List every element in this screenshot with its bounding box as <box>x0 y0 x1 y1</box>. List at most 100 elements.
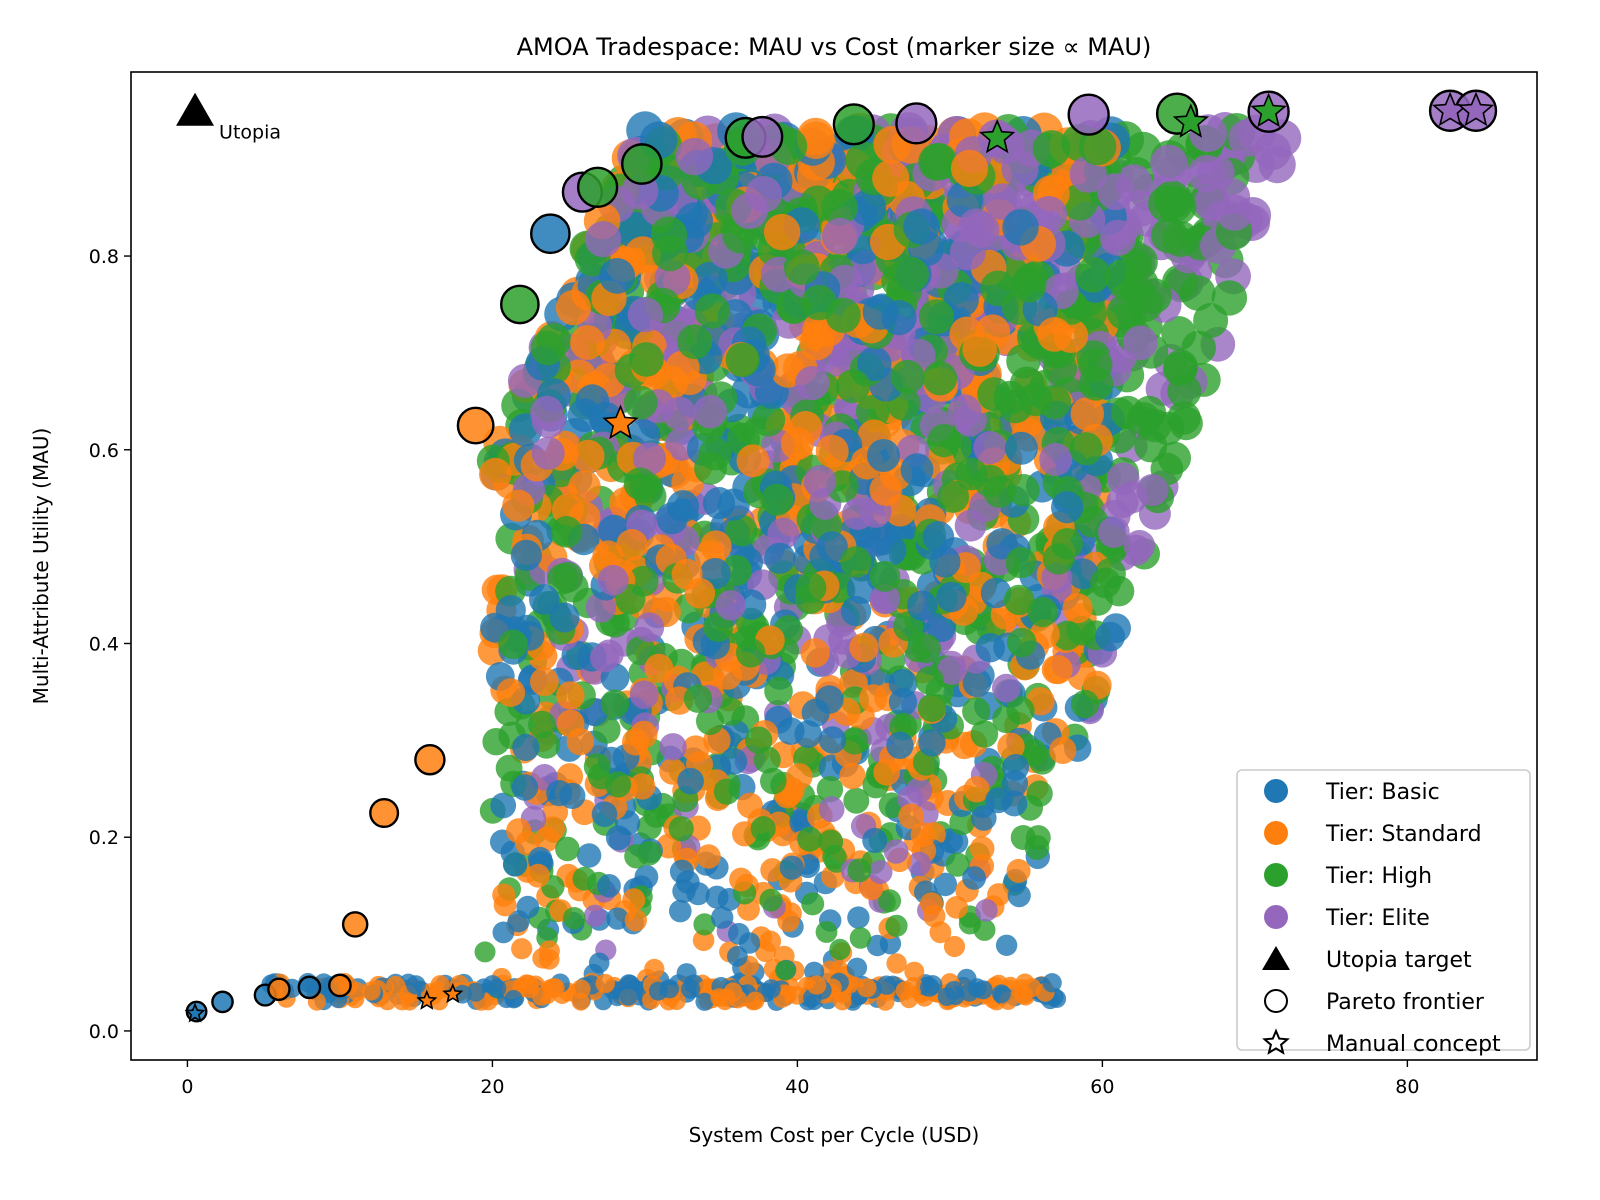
tradespace-point-elite <box>662 396 697 431</box>
tradespace-point-elite <box>1099 219 1137 256</box>
tradespace-point-high <box>1078 366 1114 401</box>
manual-concept-star <box>416 989 438 1010</box>
tradespace-point-basic <box>727 945 748 967</box>
tradespace-point-high <box>1169 406 1203 441</box>
tradespace-point-high <box>847 858 872 883</box>
tradespace-point-high <box>555 836 580 862</box>
tradespace-point-basic <box>975 633 1005 663</box>
tradespace-point-basic <box>482 975 503 995</box>
tradespace-point-high <box>840 727 869 755</box>
tradespace-point-standard <box>910 822 936 848</box>
tradespace-point-standard <box>963 776 990 803</box>
tradespace-point-elite <box>583 904 607 927</box>
pareto-point <box>297 975 322 1000</box>
pareto-frontier-layer <box>185 89 1498 1023</box>
tradespace-point-high <box>1037 385 1072 419</box>
tradespace-point-standard <box>530 667 559 697</box>
tradespace-point-basic <box>923 975 943 995</box>
tradespace-point-elite <box>597 564 629 596</box>
tradespace-cloud <box>261 111 1302 1012</box>
tradespace-point-elite <box>1001 150 1039 188</box>
tradespace-point-basic <box>764 542 796 574</box>
tradespace-point-basic <box>903 208 940 245</box>
tradespace-point-basic <box>1002 754 1030 781</box>
tradespace-point-standard <box>1062 593 1093 624</box>
tradespace-point-high <box>1078 127 1117 166</box>
tradespace-point-elite <box>590 643 620 673</box>
tradespace-point-standard <box>1070 397 1105 431</box>
tradespace-point-standard <box>622 728 650 756</box>
tradespace-point-high <box>949 809 975 836</box>
tradespace-point-high <box>962 697 991 726</box>
tradespace-point-high <box>530 330 565 366</box>
tradespace-point-high <box>694 293 730 329</box>
y-axis: 0.0 0.2 0.4 0.6 0.8 <box>89 246 131 1043</box>
tradespace-point-standard <box>1049 736 1077 765</box>
x-tick-label: 20 <box>480 1076 504 1098</box>
x-tick-label: 80 <box>1395 1076 1419 1098</box>
tradespace-point-basic <box>933 872 958 897</box>
y-tick-label: 0.2 <box>89 827 119 849</box>
tradespace-point-standard <box>696 844 721 869</box>
pareto-point <box>576 166 619 208</box>
tradespace-point-standard <box>700 530 732 562</box>
tradespace-point-standard <box>430 975 450 995</box>
tradespace-point-high <box>1007 627 1037 658</box>
tradespace-point-high <box>751 402 786 437</box>
legend-marker-high <box>1264 863 1288 887</box>
tradespace-point-high <box>878 889 902 913</box>
utopia-triangle-marker <box>176 92 215 126</box>
tradespace-point-high <box>600 689 630 718</box>
tradespace-point-basic <box>677 767 704 795</box>
tradespace-point-standard <box>1006 858 1031 883</box>
tradespace-point-standard <box>763 213 801 251</box>
tradespace-point-high <box>973 464 1007 498</box>
tradespace-point-basic <box>867 439 900 472</box>
tradespace-point-high <box>1020 739 1048 767</box>
tradespace-point-high <box>917 693 947 723</box>
manual-concept-layer <box>184 91 1495 1023</box>
tradespace-point-elite <box>1123 530 1156 562</box>
tradespace-point-standard <box>1037 317 1072 352</box>
tradespace-point-standard <box>511 938 533 960</box>
tradespace-point-high <box>893 256 929 293</box>
tradespace-point-basic <box>619 987 638 1006</box>
tradespace-point-high <box>552 562 583 593</box>
tradespace-point-high <box>977 377 1012 412</box>
tradespace-point-elite <box>937 655 967 685</box>
tradespace-point-high <box>636 840 662 866</box>
tradespace-point-high <box>821 188 858 226</box>
tradespace-point-high <box>869 561 901 592</box>
tradespace-point-high <box>1163 351 1198 387</box>
tradespace-point-basic <box>575 384 610 419</box>
tradespace-point-high <box>698 437 732 471</box>
tradespace-point-standard <box>857 978 877 998</box>
tradespace-point-standard <box>616 529 648 561</box>
tradespace-point-high <box>775 960 796 981</box>
tradespace-point-elite <box>992 673 1021 703</box>
tradespace-point-high <box>623 385 658 420</box>
tradespace-point-standard <box>545 978 565 998</box>
pareto-point <box>328 973 352 998</box>
tradespace-point-elite <box>634 612 665 643</box>
tradespace-point-standard <box>987 883 1011 907</box>
tradespace-point-standard <box>534 826 560 852</box>
tradespace-point-high <box>1027 597 1058 628</box>
tradespace-point-basic <box>926 612 957 643</box>
tradespace-point-high <box>626 635 656 666</box>
tradespace-point-high <box>498 629 528 660</box>
tradespace-point-high <box>970 720 999 748</box>
tradespace-point-basic <box>681 979 701 999</box>
tradespace-point-high <box>1052 620 1083 651</box>
tradespace-point-high <box>885 914 908 937</box>
tradespace-point-elite <box>767 517 800 550</box>
tradespace-point-high <box>918 299 955 335</box>
tradespace-point-high <box>636 814 662 840</box>
tradespace-point-elite <box>869 583 901 615</box>
tradespace-point-elite <box>1039 442 1073 476</box>
tradespace-point-basic <box>656 502 688 535</box>
tradespace-point-elite <box>1122 325 1158 361</box>
tradespace-point-elite <box>693 394 727 429</box>
legend-label-standard: Tier: Standard <box>1325 822 1482 847</box>
